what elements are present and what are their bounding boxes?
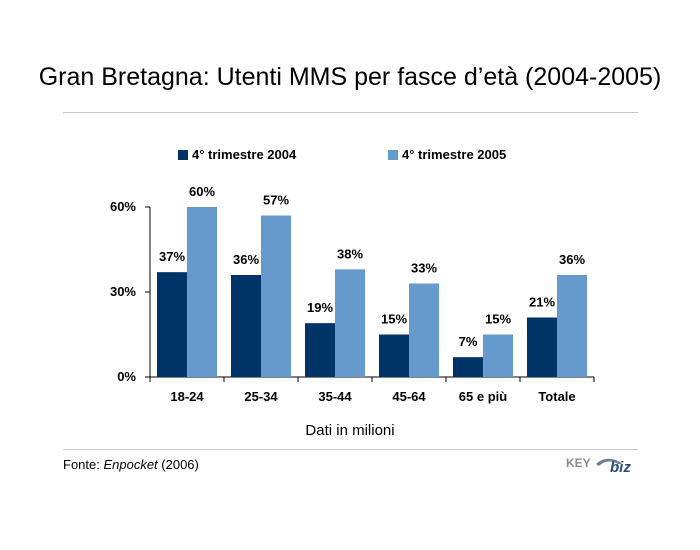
data-label: 21% bbox=[529, 295, 555, 310]
chart-caption: Dati in milioni bbox=[305, 422, 395, 439]
source-suffix: (2006) bbox=[157, 457, 199, 472]
x-tick-label: 35-44 bbox=[318, 389, 352, 404]
bar-series-2 bbox=[187, 207, 217, 377]
bar-series-1 bbox=[453, 357, 483, 377]
bar-series-2 bbox=[483, 334, 513, 377]
data-label: 36% bbox=[233, 252, 259, 267]
data-label: 60% bbox=[189, 184, 215, 199]
bar-series-2 bbox=[335, 269, 365, 377]
bar-series-1 bbox=[157, 272, 187, 377]
bar-series-1 bbox=[231, 275, 261, 377]
y-tick-label: 0% bbox=[117, 369, 136, 384]
bar-series-2 bbox=[261, 215, 291, 377]
data-label: 15% bbox=[381, 312, 407, 327]
legend-swatch-series-2 bbox=[388, 149, 398, 160]
legend: 4° trimestre 2004 4° trimestre 2005 bbox=[0, 147, 700, 167]
x-tick-label: 18-24 bbox=[170, 389, 204, 404]
title-divider bbox=[63, 112, 638, 113]
data-label: 7% bbox=[459, 334, 478, 349]
y-tick-label: 60% bbox=[110, 199, 136, 214]
bar-series-2 bbox=[557, 275, 587, 377]
data-label: 57% bbox=[263, 193, 289, 208]
x-tick-label: 25-34 bbox=[244, 389, 278, 404]
data-label: 36% bbox=[559, 252, 585, 267]
bar-series-1 bbox=[305, 323, 335, 377]
x-tick-label: 65 e più bbox=[459, 389, 507, 404]
bar-series-2 bbox=[409, 283, 439, 377]
x-tick-label: 45-64 bbox=[392, 389, 426, 404]
logo-swoosh bbox=[596, 458, 622, 466]
source-note: Fonte: Enpocket (2006) bbox=[63, 457, 199, 472]
legend-item-series-1: 4° trimestre 2004 bbox=[178, 147, 296, 162]
bar-series-1 bbox=[379, 334, 409, 377]
data-label: 19% bbox=[307, 300, 333, 315]
logo-biz-text: biz bbox=[610, 459, 631, 474]
x-tick-label: Totale bbox=[538, 389, 575, 404]
legend-label-series-2: 4° trimestre 2005 bbox=[402, 147, 507, 162]
footer-divider bbox=[63, 449, 638, 450]
data-label: 33% bbox=[411, 261, 437, 276]
legend-label-series-1: 4° trimestre 2004 bbox=[192, 147, 297, 162]
data-label: 38% bbox=[337, 246, 363, 261]
legend-item-series-2: 4° trimestre 2005 bbox=[388, 147, 506, 162]
logo-key-text: KEY bbox=[566, 456, 591, 470]
bar-series-1 bbox=[527, 317, 557, 377]
legend-swatch-series-1 bbox=[178, 149, 188, 160]
data-label: 37% bbox=[159, 249, 185, 264]
keybiz-logo: KEY biz bbox=[566, 456, 631, 474]
data-label: 15% bbox=[485, 312, 511, 327]
chart-title: Gran Bretagna: Utenti MMS per fasce d’et… bbox=[38, 63, 662, 91]
source-name: Enpocket bbox=[103, 457, 158, 472]
y-tick-label: 30% bbox=[110, 284, 136, 299]
source-prefix: Fonte: bbox=[63, 457, 104, 472]
